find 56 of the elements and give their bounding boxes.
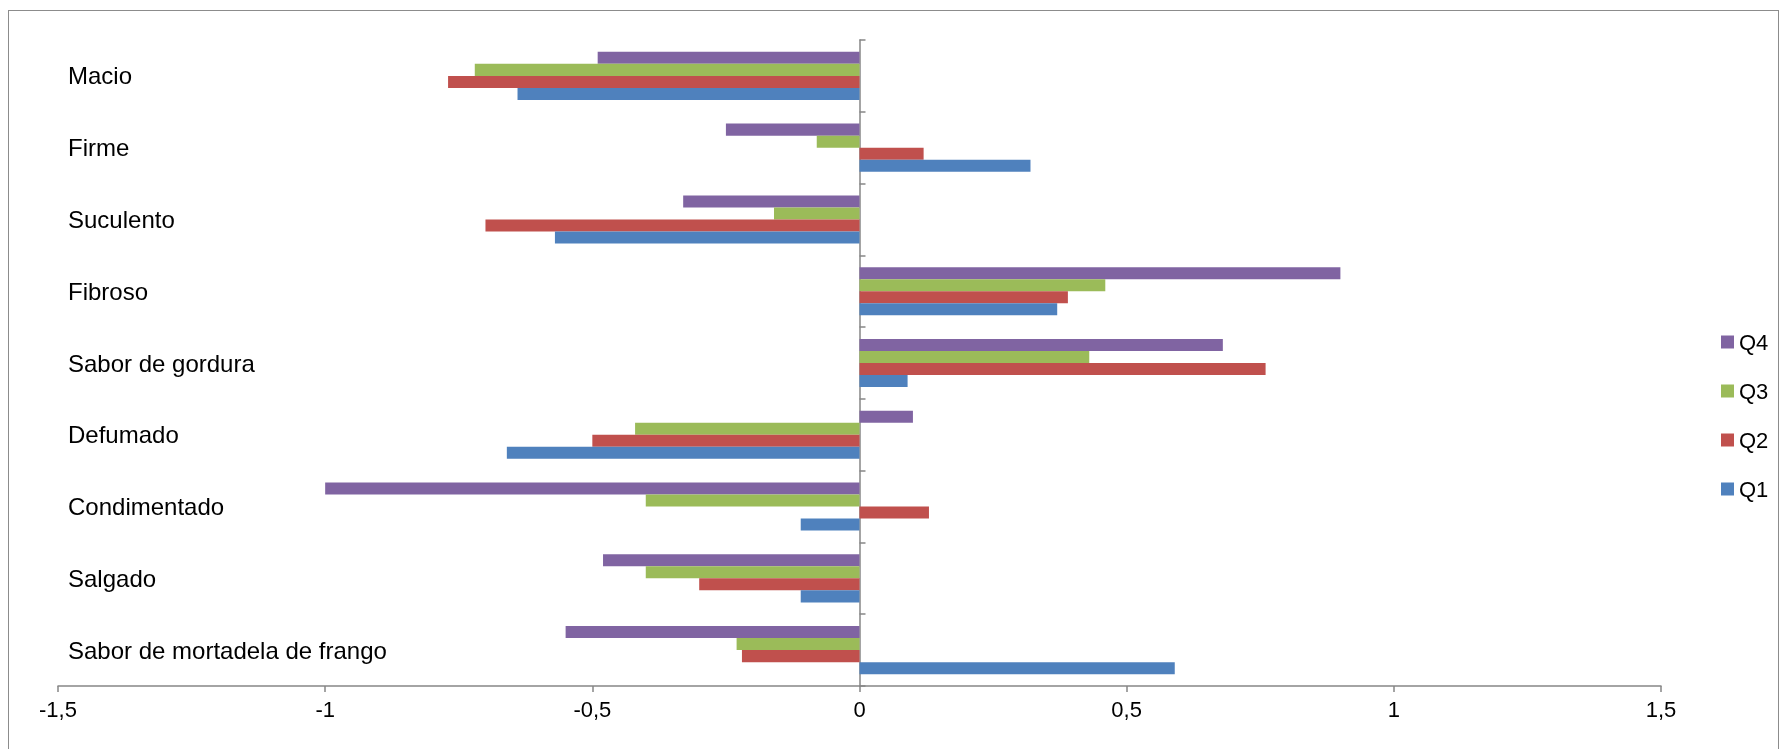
legend-label: Q4 (1739, 329, 1769, 355)
x-tick-label: 0 (853, 696, 866, 722)
bar (859, 291, 1068, 304)
bar (859, 410, 913, 423)
x-tick-label: -1 (315, 696, 335, 722)
bar (736, 638, 860, 651)
y-tick-label: Sabor de gordura (68, 349, 256, 377)
bar (800, 590, 860, 603)
bar (474, 63, 860, 76)
bar (859, 159, 1031, 172)
legend-label: Q1 (1739, 476, 1769, 502)
bar (603, 554, 860, 567)
y-tick-label: Sabor de mortadela de frango (68, 636, 387, 664)
x-tick-label: 1 (1387, 696, 1400, 722)
y-tick-label: Defumado (68, 421, 179, 449)
bar (485, 219, 860, 232)
bar (517, 87, 860, 100)
bar (645, 494, 860, 507)
y-tick-label: Firme (68, 134, 130, 162)
y-tick-label: Macio (68, 62, 133, 90)
legend-label: Q2 (1739, 427, 1769, 453)
bar (859, 267, 1341, 280)
bar (859, 363, 1266, 376)
bar (800, 518, 860, 531)
x-tick-label: -1,5 (39, 696, 77, 722)
bar (725, 123, 860, 136)
y-tick-label: Salgado (68, 564, 157, 592)
bar (554, 231, 860, 244)
x-tick-label: -0,5 (573, 696, 612, 722)
bar (325, 482, 860, 495)
bar (592, 434, 860, 447)
y-tick-label: Condimentado (68, 493, 225, 521)
bar (774, 207, 860, 220)
bar (565, 626, 860, 639)
bar (859, 303, 1058, 316)
bar (597, 51, 860, 64)
bar (859, 375, 908, 388)
bar (683, 195, 860, 208)
bar (506, 446, 860, 459)
bar (859, 279, 1106, 292)
bar (859, 147, 924, 160)
bar (859, 350, 1090, 363)
y-tick-label: Suculento (68, 205, 175, 233)
y-tick-label: Fibroso (68, 277, 149, 305)
bar (699, 578, 860, 591)
x-tick-label: 1,5 (1645, 696, 1677, 722)
bar (816, 135, 860, 148)
x-tick-label: 0,5 (1111, 696, 1142, 722)
bar (645, 566, 860, 579)
legend-label: Q3 (1739, 378, 1769, 404)
bar (448, 75, 860, 88)
bar (859, 506, 929, 519)
bar (859, 338, 1223, 351)
bar (635, 422, 860, 435)
bar (859, 662, 1175, 675)
bar (741, 650, 860, 663)
